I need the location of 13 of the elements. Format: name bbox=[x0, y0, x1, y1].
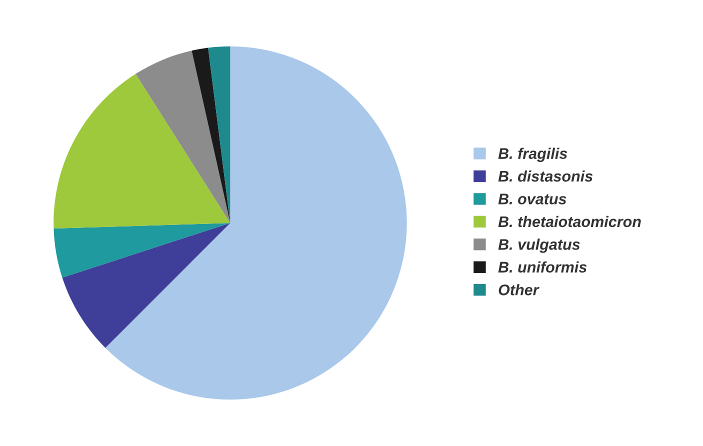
pie-slice bbox=[62, 223, 230, 348]
pie-slice bbox=[105, 46, 407, 400]
legend-label: B. thetaiotaomicron bbox=[498, 216, 641, 228]
pie-slice bbox=[136, 50, 230, 223]
legend-label: B. fragilis bbox=[498, 148, 568, 162]
pie-slice bbox=[54, 74, 230, 229]
pie-slice bbox=[192, 48, 230, 223]
legend-label: B. distasonis bbox=[498, 170, 593, 182]
legend-label: B. vulgatus bbox=[498, 238, 580, 253]
pie-slice bbox=[54, 223, 230, 278]
legend-label: B. ovatus bbox=[498, 194, 566, 204]
legend-label: Other bbox=[498, 284, 540, 296]
legend-label: B. uniformis bbox=[498, 261, 587, 273]
